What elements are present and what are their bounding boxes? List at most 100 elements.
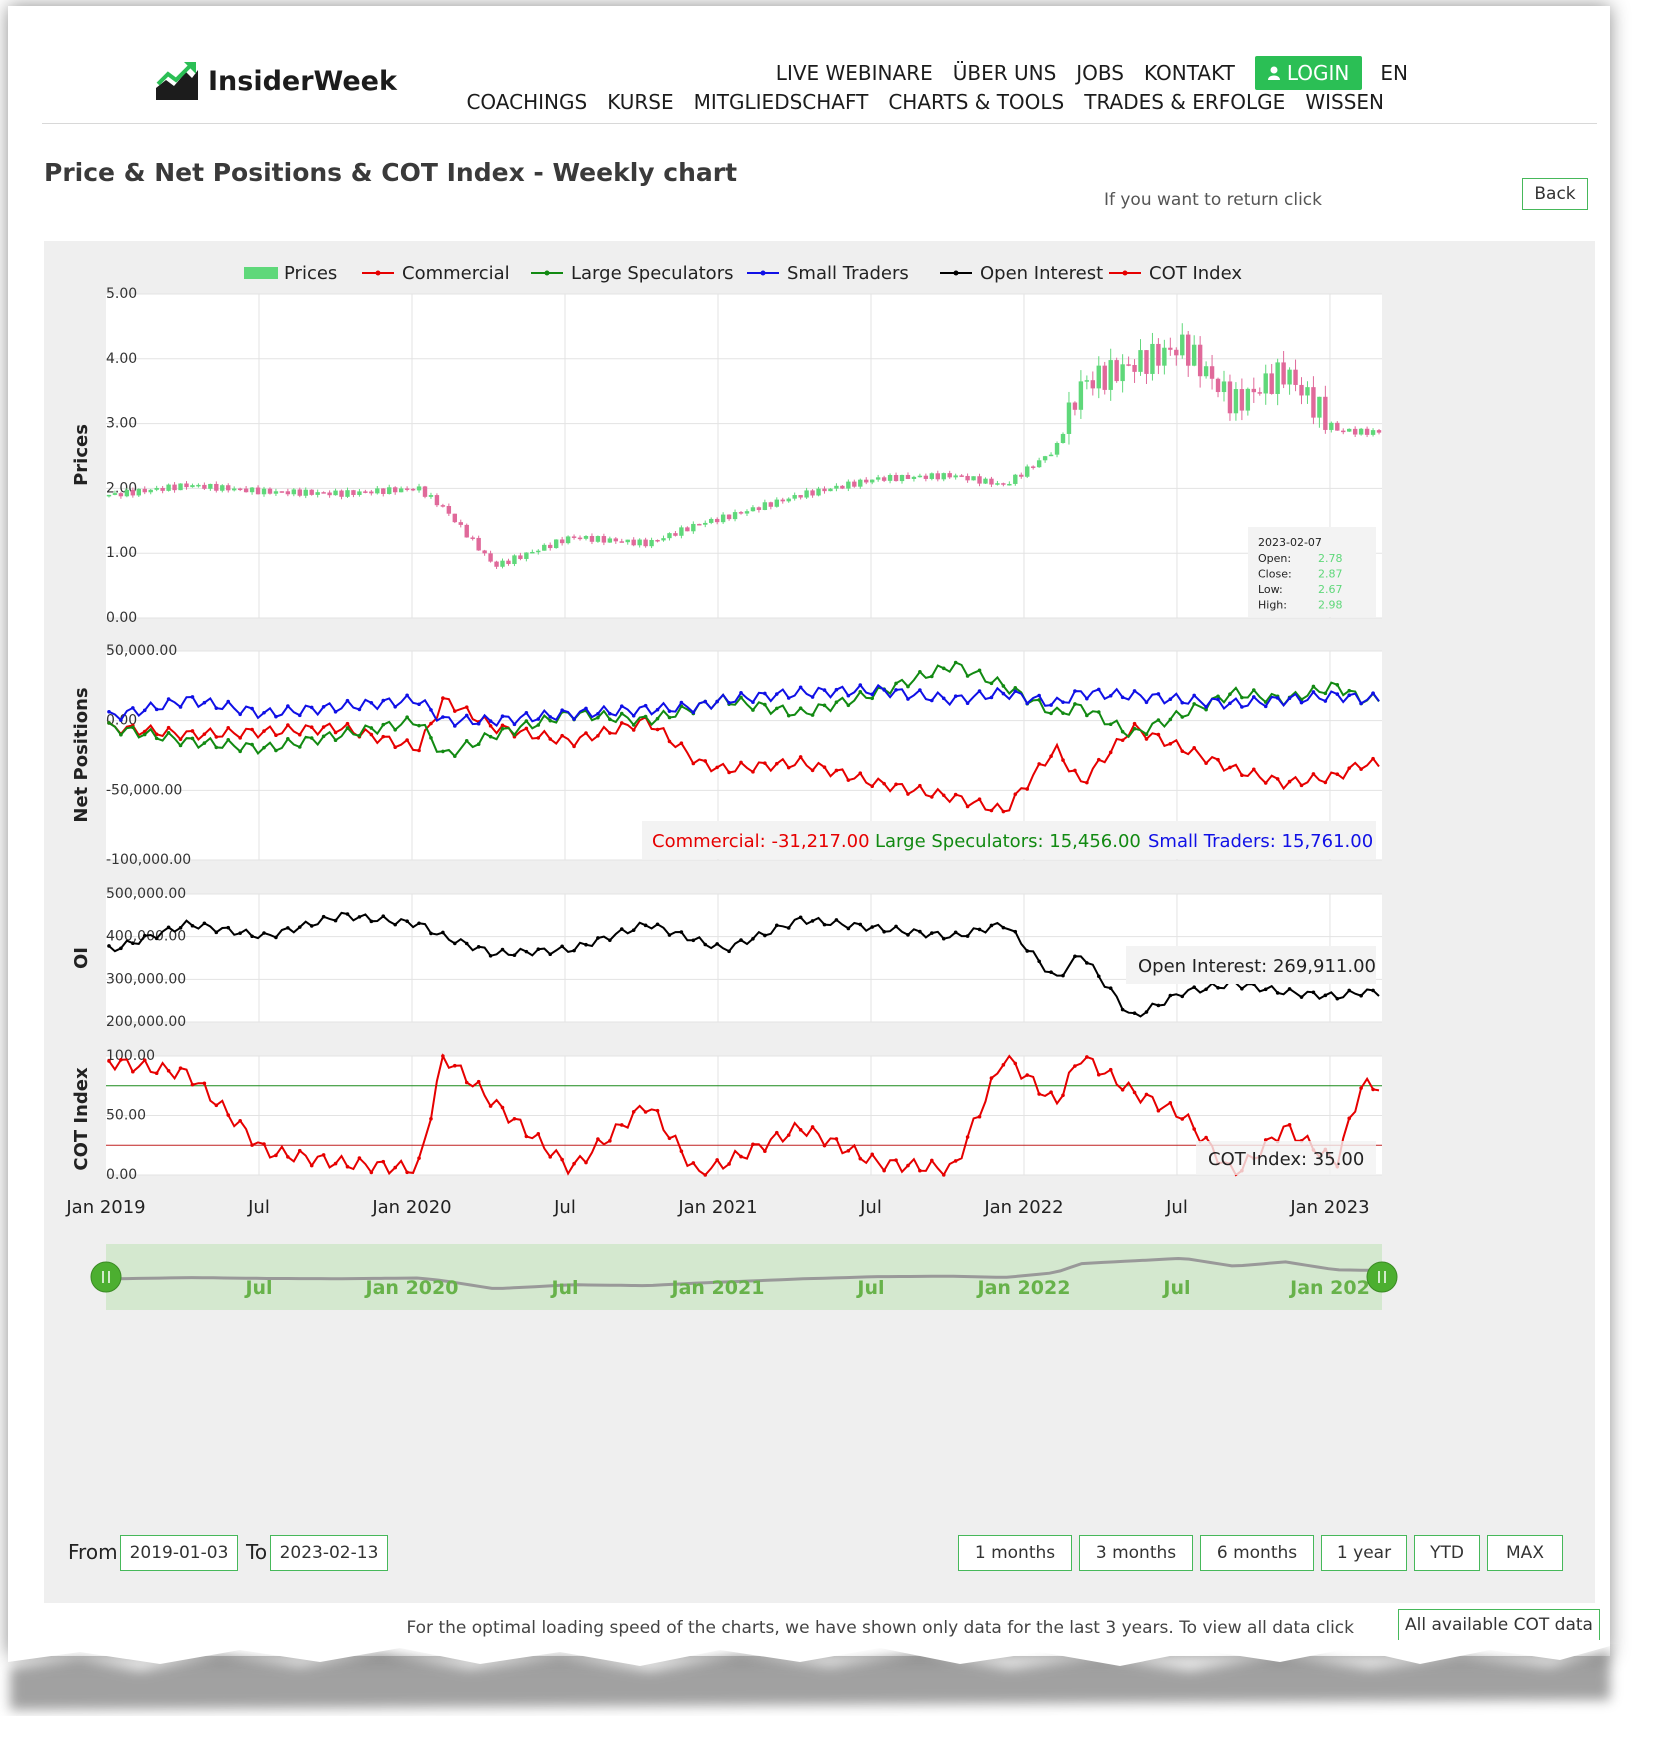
price-candle xyxy=(732,512,738,520)
nav-mitgliedschaft[interactable]: MITGLIEDSCHAFT xyxy=(693,90,869,114)
open-interest-point xyxy=(488,953,493,958)
nav-live-webinare[interactable]: LIVE WEBINARE xyxy=(775,61,933,85)
price-candle xyxy=(1186,334,1191,366)
nav-kurse[interactable]: KURSE xyxy=(607,90,674,114)
cot-chart[interactable]: Prices Commercial Large Speculators Small T… xyxy=(44,241,1595,1603)
nav-coachings[interactable]: COACHINGS xyxy=(466,90,588,114)
cot-index-point xyxy=(202,1081,207,1086)
net-commercial-point xyxy=(1156,732,1161,737)
legend-marker-3 xyxy=(760,270,766,276)
from-date-input[interactable]: 2019-01-03 xyxy=(120,1535,238,1571)
price-candle xyxy=(834,485,839,489)
net-large-speculators-point xyxy=(274,748,278,753)
net-commercial-point xyxy=(798,755,803,759)
net-large-speculators-point xyxy=(989,681,994,686)
navigator-label-6: Jul xyxy=(1161,1277,1190,1299)
brand-logo[interactable]: InsiderWeek xyxy=(156,62,397,100)
price-candle xyxy=(154,487,159,490)
nav-ueber-uns[interactable]: ÜBER UNS xyxy=(952,61,1057,85)
x-tick-3: Jul xyxy=(553,1197,576,1218)
cot-tooltip-box xyxy=(1196,1141,1376,1175)
range-max-button[interactable]: MAX xyxy=(1487,1535,1563,1571)
net-commercial-point xyxy=(464,705,469,709)
price-candle xyxy=(237,488,243,491)
range-ytd-button[interactable]: YTD xyxy=(1414,1535,1480,1571)
cot-index-point xyxy=(870,1152,874,1157)
net-commercial-point xyxy=(393,745,397,750)
open-interest-point xyxy=(464,941,469,946)
cot-index-point xyxy=(464,1080,469,1085)
tooltip-small-traders: Small Traders: 15,761.00 xyxy=(1148,831,1373,852)
price-candle xyxy=(1084,380,1090,382)
net-small-traders-point xyxy=(953,694,958,699)
net-small-traders-point xyxy=(1013,689,1018,694)
nav-kontakt[interactable]: KONTAKT xyxy=(1144,61,1235,85)
net-small-traders-point xyxy=(1323,699,1328,703)
nav-trades-erfolge[interactable]: TRADES & ERFOLGE xyxy=(1084,90,1286,114)
navigator-right-handle[interactable] xyxy=(1366,1261,1398,1293)
price-candle xyxy=(178,483,183,491)
login-button[interactable]: LOGIN xyxy=(1254,56,1363,90)
price-candle xyxy=(536,550,541,553)
net-large-speculators-point xyxy=(488,734,493,739)
net-large-speculators-point xyxy=(631,723,636,727)
net-large-speculators-point xyxy=(405,715,409,719)
price-candle xyxy=(941,473,946,480)
open-interest-point xyxy=(834,918,839,922)
price-candle xyxy=(446,506,452,514)
net-small-traders-point xyxy=(464,713,469,718)
cot-index-plot-ytick-0: 100.00 xyxy=(106,1048,155,1064)
price-candle xyxy=(488,553,493,562)
price-candle xyxy=(1001,483,1006,485)
open-interest-point xyxy=(1049,970,1053,975)
x-tick-2: Jan 2020 xyxy=(371,1197,451,1218)
nav-charts-tools[interactable]: CHARTS & TOOLS xyxy=(888,90,1065,114)
cot-index-plot-ytick-2: 0.00 xyxy=(106,1167,137,1183)
net-small-traders-point xyxy=(798,685,803,690)
net-large-speculators-point xyxy=(250,742,254,747)
range-1-year-button[interactable]: 1 year xyxy=(1321,1535,1407,1571)
net-commercial-point xyxy=(739,760,743,765)
price-candle xyxy=(1293,369,1298,385)
price-candle xyxy=(1025,466,1030,477)
cot-index-point xyxy=(1001,1063,1006,1067)
open-interest-point xyxy=(643,923,648,928)
nav-jobs[interactable]: JOBS xyxy=(1076,61,1124,85)
price-candle xyxy=(1341,430,1346,433)
open-interest-point xyxy=(989,923,994,928)
price-candle xyxy=(637,539,642,546)
net-large-speculators-point xyxy=(1216,694,1220,699)
net-commercial-point xyxy=(953,792,958,797)
footer-note: For the optimal loading speed of the cha… xyxy=(406,1618,1354,1638)
net-commercial-point xyxy=(536,736,541,740)
range-1-months-button[interactable]: 1 months xyxy=(958,1535,1072,1571)
net-large-speculators-point xyxy=(1204,707,1208,712)
net-commercial-point xyxy=(1371,756,1375,761)
price-candle xyxy=(714,518,720,523)
nav-wissen[interactable]: WISSEN xyxy=(1305,90,1384,114)
language-switch[interactable]: EN xyxy=(1380,61,1408,85)
price-candle xyxy=(243,488,249,493)
tooltip-cot-index: COT Index: 35.00 xyxy=(1208,1149,1364,1170)
net-commercial-point xyxy=(1287,779,1292,784)
back-button[interactable]: Back xyxy=(1522,178,1588,210)
range-3-months-button[interactable]: 3 months xyxy=(1079,1535,1193,1571)
price-candle xyxy=(798,495,803,498)
net-commercial-point xyxy=(1216,757,1220,762)
price-candle xyxy=(667,533,672,539)
price-candle xyxy=(905,474,911,479)
net-small-traders-point xyxy=(667,709,672,713)
price-candle xyxy=(357,491,362,495)
net-large-speculators-point xyxy=(178,743,183,748)
net-small-traders-point xyxy=(1096,687,1101,692)
all-cot-data-button[interactable]: All available COT data xyxy=(1398,1609,1600,1641)
range-6-months-button[interactable]: 6 months xyxy=(1200,1535,1314,1571)
to-date-input[interactable]: 2023-02-13 xyxy=(270,1535,388,1571)
cot-index-point xyxy=(512,1116,517,1121)
price-candle xyxy=(1007,483,1012,486)
price-candle xyxy=(542,544,547,551)
navigator-left-handle[interactable] xyxy=(90,1261,122,1293)
open-interest-point xyxy=(536,947,541,952)
net-positions-plot-ylabel: Net Positions xyxy=(71,687,92,822)
price-candle xyxy=(947,473,952,478)
